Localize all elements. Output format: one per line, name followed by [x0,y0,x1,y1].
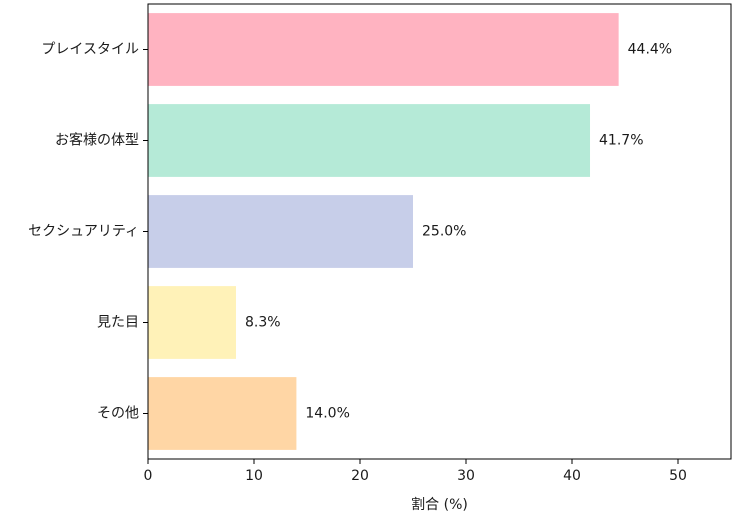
bar-1 [148,13,619,86]
value-label-1: 44.4% [628,42,672,58]
value-label-4: 8.3% [245,315,281,331]
bar-5 [148,377,297,450]
category-label-1: プレイスタイル [41,42,139,58]
bar-2 [148,104,591,177]
x-tick-label-30: 30 [457,468,475,484]
value-label-5: 14.0% [305,406,349,422]
bar-4 [148,286,236,359]
category-label-4: 見た目 [97,315,139,331]
x-tick-label-0: 0 [144,468,153,484]
value-label-3: 25.0% [422,224,466,240]
bar-3 [148,195,413,268]
category-label-3: セクシュアリティ [28,224,139,240]
category-label-5: その他 [97,406,139,422]
value-label-2: 41.7% [599,133,643,149]
x-tick-label-20: 20 [351,468,369,484]
x-axis: 0 10 20 30 40 50 [144,459,687,484]
plot-frame [147,3,732,460]
category-label-2: お客様の体型 [55,132,139,149]
x-tick-label-10: 10 [245,468,263,484]
x-axis-title: 割合 (%) [411,496,468,513]
x-tick-label-40: 40 [563,468,581,484]
value-labels-group: 44.4% 41.7% 25.0% 8.3% 14.0% [245,42,672,422]
bars-group [148,13,619,450]
x-tick-label-50: 50 [669,468,687,484]
